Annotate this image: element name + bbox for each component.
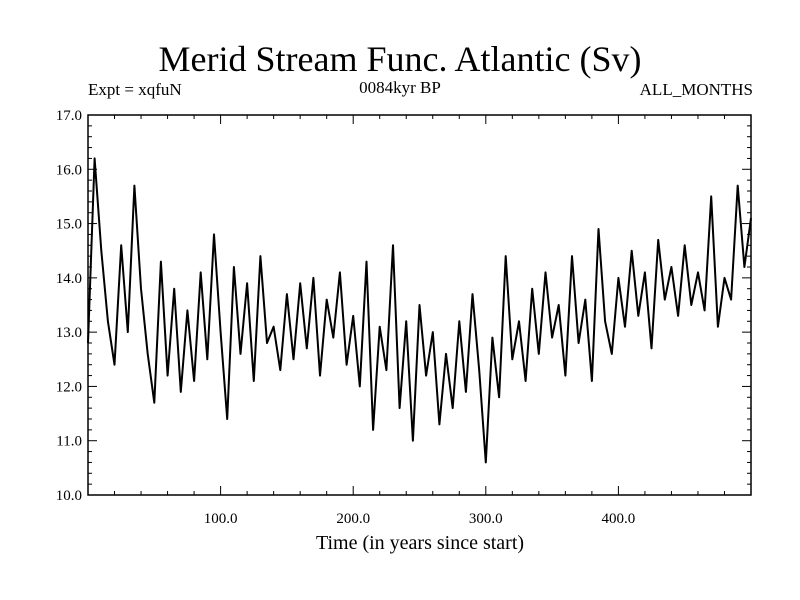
y-tick-label: 17.0: [56, 108, 82, 124]
y-tick-label: 10.0: [56, 488, 82, 504]
chart-title: Merid Stream Func. Atlantic (Sv): [158, 39, 642, 79]
x-tick-label: 400.0: [602, 511, 636, 527]
y-tick-label: 11.0: [56, 434, 82, 450]
y-tick-label: 16.0: [56, 162, 82, 178]
x-tick-label: 200.0: [336, 511, 370, 527]
y-tick-label: 14.0: [56, 271, 82, 287]
months-label: ALL_MONTHS: [639, 80, 753, 99]
series-layer: [87, 157, 752, 464]
tick-layer: 100.0 200.0 300.0 400.0 10.0 11.0 12.0 13.0 14.0…: [56, 108, 751, 527]
y-tick-label: 12.0: [56, 379, 82, 395]
x-tick-label: 300.0: [469, 511, 503, 527]
y-tick-label: 13.0: [56, 325, 82, 341]
experiment-label: Expt = xqfuN: [88, 80, 182, 99]
plot-frame: [87, 114, 752, 496]
y-tick-label: 15.0: [56, 217, 82, 233]
series-line-xqfuN: [87, 157, 752, 464]
x-axis-label: Time (in years since start): [316, 532, 524, 554]
period-label: 0084kyr BP: [359, 78, 441, 97]
x-tick-label: 100.0: [204, 511, 238, 527]
